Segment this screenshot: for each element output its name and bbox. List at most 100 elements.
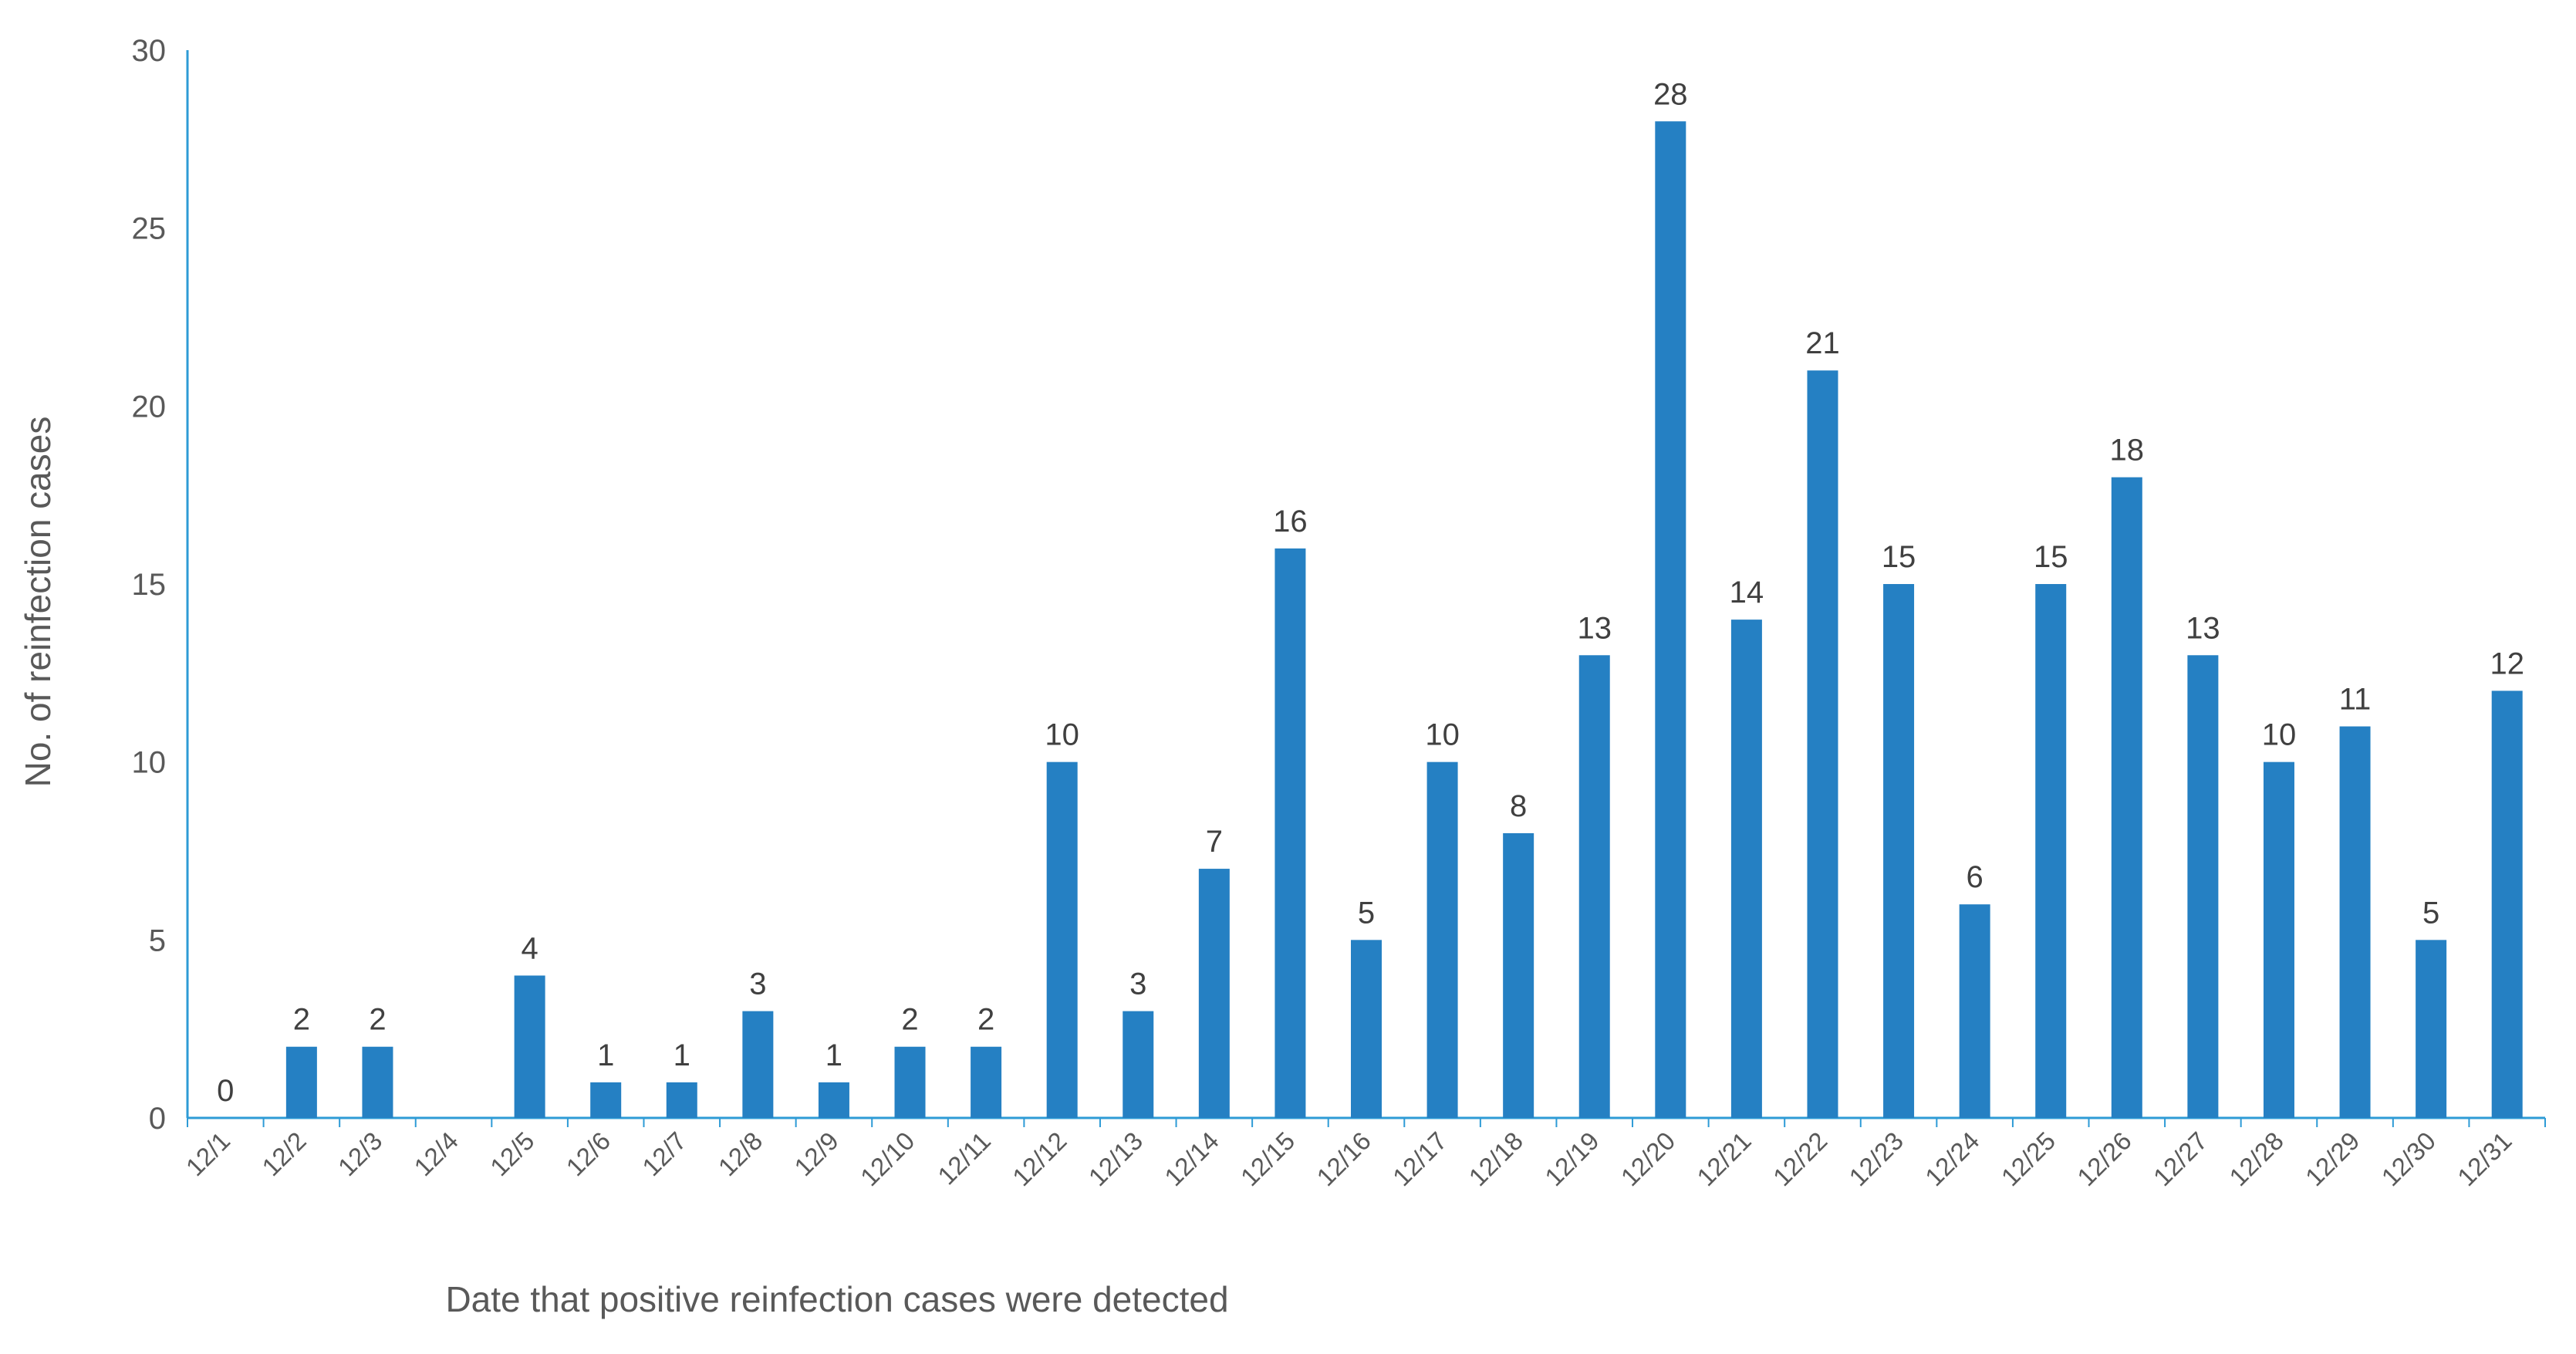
x-tick-label: 12/2 xyxy=(256,1126,312,1182)
x-tick-label: 12/27 xyxy=(2148,1126,2213,1192)
bar-12-29 xyxy=(2339,726,2371,1118)
data-label: 10 xyxy=(1045,718,1079,752)
x-axis: 12/1 12/2 12/3 12/4 12/5 12/6 12/7 12/8 12/9 12/1… xyxy=(181,1116,2546,1192)
y-tick-label: 15 xyxy=(132,568,167,602)
bar-12-11 xyxy=(971,1046,1002,1118)
bar-12-7 xyxy=(666,1082,697,1118)
data-label: 2 xyxy=(901,1003,918,1037)
bar-12-30 xyxy=(2416,940,2447,1118)
y-axis-title: No. of reinfection cases xyxy=(18,417,58,788)
x-tick-label: 12/30 xyxy=(2376,1126,2442,1192)
y-tick-label: 0 xyxy=(149,1102,166,1136)
x-tick-label: 12/5 xyxy=(484,1126,540,1182)
bar-12-16 xyxy=(1351,940,1382,1118)
data-label: 14 xyxy=(1730,576,1764,609)
bar-12-3 xyxy=(362,1046,393,1118)
x-tick-label: 12/11 xyxy=(932,1126,996,1190)
data-label: 7 xyxy=(1206,825,1223,859)
data-label: 11 xyxy=(2339,683,2372,717)
x-tick-label: 12/14 xyxy=(1159,1126,1224,1192)
data-label: 2 xyxy=(369,1003,386,1037)
bar-12-23 xyxy=(1883,584,1915,1118)
x-tick-label: 12/19 xyxy=(1539,1126,1605,1192)
data-label: 16 xyxy=(1273,505,1308,539)
bar-12-18 xyxy=(1503,832,1534,1118)
data-label: 2 xyxy=(977,1003,994,1037)
x-tick-label: 12/21 xyxy=(1691,1126,1757,1192)
data-label: 10 xyxy=(1425,718,1460,752)
data-label: 12 xyxy=(2490,647,2524,680)
data-label: 3 xyxy=(749,967,766,1001)
x-tick-label: 12/24 xyxy=(1919,1126,1985,1192)
x-tick-label: 12/18 xyxy=(1464,1126,1529,1192)
data-label: 1 xyxy=(674,1038,690,1072)
bar-12-25 xyxy=(2035,584,2067,1118)
bar-12-21 xyxy=(1730,620,1762,1118)
bar-12-28 xyxy=(2263,761,2294,1118)
bar-12-27 xyxy=(2187,655,2219,1118)
bar-12-24 xyxy=(1959,904,1990,1118)
x-tick-label: 12/12 xyxy=(1007,1126,1072,1192)
x-tick-label: 12/25 xyxy=(1996,1126,2061,1192)
x-tick-label: 12/6 xyxy=(561,1126,616,1182)
x-tick-label: 12/31 xyxy=(2452,1126,2517,1192)
bar-12-13 xyxy=(1123,1011,1154,1118)
data-label: 1 xyxy=(597,1038,614,1072)
x-tick-label: 12/22 xyxy=(1767,1126,1833,1192)
data-label: 18 xyxy=(2110,434,2145,468)
data-label: 0 xyxy=(217,1074,234,1108)
bar-12-26 xyxy=(2111,477,2142,1118)
bar-12-22 xyxy=(1807,370,1838,1118)
bar-12-15 xyxy=(1274,548,1306,1118)
x-tick-label: 12/28 xyxy=(2223,1126,2289,1192)
x-tick-label: 12/20 xyxy=(1615,1126,1681,1192)
bar-12-9 xyxy=(818,1082,849,1118)
y-axis: 0 5 10 15 20 25 30 xyxy=(132,34,189,1136)
x-tick-label: 12/9 xyxy=(788,1126,844,1182)
x-tick-label: 12/26 xyxy=(2071,1126,2137,1192)
bar-12-14 xyxy=(1198,869,1230,1118)
bars xyxy=(285,121,2523,1119)
y-tick-label: 5 xyxy=(149,923,166,957)
x-tick-label: 12/16 xyxy=(1311,1126,1376,1192)
data-label: 21 xyxy=(1805,326,1840,360)
x-tick-label: 12/8 xyxy=(713,1126,768,1182)
data-label: 15 xyxy=(1882,540,1916,574)
y-tick-label: 10 xyxy=(132,746,167,780)
data-label: 5 xyxy=(1358,896,1375,930)
bar-12-12 xyxy=(1046,761,1078,1118)
x-tick-label: 12/3 xyxy=(333,1126,388,1182)
y-tick-label: 20 xyxy=(132,390,167,424)
bar-12-17 xyxy=(1426,761,1458,1118)
x-axis-title: Date that positive reinfection cases wer… xyxy=(445,1279,1228,1319)
x-tick-label: 12/7 xyxy=(636,1126,692,1182)
bar-12-31 xyxy=(2491,691,2523,1118)
data-label: 28 xyxy=(1653,77,1688,111)
bar-12-2 xyxy=(285,1046,317,1118)
x-tick-label: 12/1 xyxy=(181,1126,236,1182)
x-tick-label: 12/15 xyxy=(1235,1126,1301,1192)
data-label: 4 xyxy=(521,931,538,965)
x-tick-label: 12/10 xyxy=(855,1126,920,1192)
data-label: 3 xyxy=(1129,967,1146,1001)
bar-12-8 xyxy=(742,1011,774,1118)
data-label: 8 xyxy=(1510,789,1527,823)
y-tick-label: 25 xyxy=(132,212,167,246)
data-label: 10 xyxy=(2262,718,2297,752)
x-tick-label: 12/13 xyxy=(1083,1126,1149,1192)
bar-12-5 xyxy=(514,975,545,1118)
data-label: 1 xyxy=(825,1038,842,1072)
x-tick-label: 12/29 xyxy=(2300,1126,2365,1192)
data-label: 15 xyxy=(2034,540,2068,574)
data-label: 13 xyxy=(1577,611,1612,645)
bar-12-19 xyxy=(1578,655,1610,1118)
data-label: 6 xyxy=(1967,860,1983,894)
bar-12-20 xyxy=(1655,121,1686,1119)
data-label: 13 xyxy=(2186,611,2220,645)
x-tick-label: 12/4 xyxy=(408,1126,464,1182)
x-tick-label: 12/17 xyxy=(1387,1126,1453,1192)
bar-12-10 xyxy=(894,1046,926,1118)
data-label: 2 xyxy=(293,1003,310,1037)
